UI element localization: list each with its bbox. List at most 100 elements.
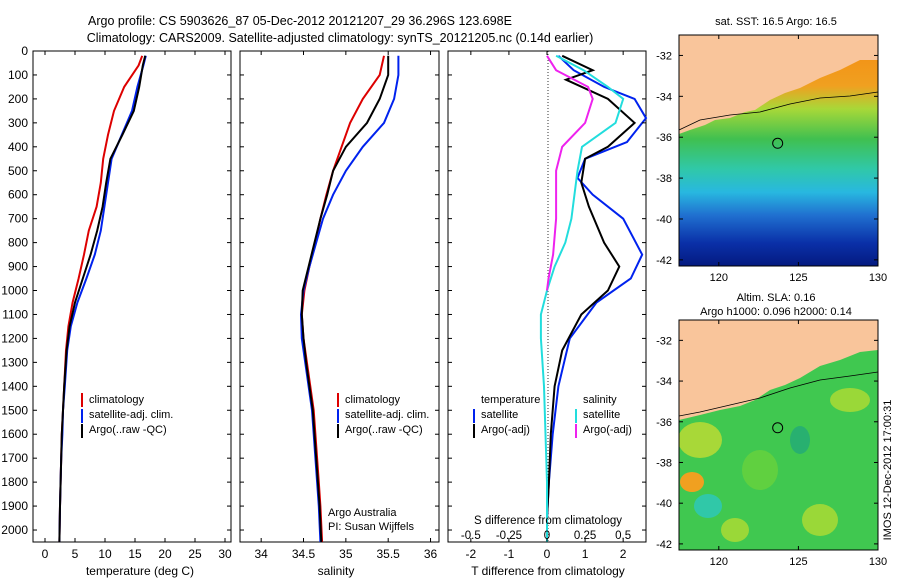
salinity-legend-argo: Argo(..raw -QC) bbox=[345, 424, 423, 436]
difference-series-3 bbox=[546, 55, 594, 291]
sla-ytick-label: -40 bbox=[656, 498, 672, 510]
sst-xtick-label: 120 bbox=[710, 272, 728, 284]
temperature-xtick-label: 5 bbox=[72, 547, 79, 561]
temperature-xtick-label: 20 bbox=[158, 547, 172, 561]
temperature-legend-satellite: satellite-adj. clim. bbox=[89, 409, 173, 421]
sst-xtick-label: 125 bbox=[789, 272, 807, 284]
sla-ytick-label: -42 bbox=[656, 539, 672, 551]
t-difference-xlabel: T difference from climatology bbox=[471, 564, 625, 578]
depth-tick-label: 200 bbox=[8, 92, 28, 106]
s-difference-label: S difference from climatology bbox=[474, 515, 622, 527]
imos-timestamp: IMOS 12-Dec-2012 17:00:31 bbox=[882, 400, 894, 541]
sla-ytick-label: -36 bbox=[656, 417, 672, 429]
temperature-legend-climatology: climatology bbox=[89, 394, 145, 406]
sst-ytick-label: -38 bbox=[656, 173, 672, 185]
difference-xtick-label: 0 bbox=[544, 547, 551, 561]
temperature-xtick-label: 0 bbox=[42, 547, 49, 561]
x2tick-label: -0.5 bbox=[461, 530, 481, 542]
depth-tick-label: 800 bbox=[8, 236, 28, 250]
sla-xtick-label: 125 bbox=[789, 556, 807, 568]
x2tick-label: 0.5 bbox=[615, 530, 631, 542]
salinity-xtick-label: 35.5 bbox=[377, 547, 401, 561]
salinity-panel: 34 34.5 35 35.5 36 salinity climatology sate… bbox=[239, 50, 440, 578]
x2tick-label: -0.25 bbox=[496, 530, 522, 542]
depth-tick-label: 1100 bbox=[2, 307, 28, 321]
difference-legend: temperature salinity satellite Argo(-adj… bbox=[473, 394, 632, 438]
sla-xtick-label: 120 bbox=[710, 556, 728, 568]
sla-map: Altim. SLA: 0.16 Argo h1000: 0.096 h2000… bbox=[656, 292, 887, 568]
sla-map-title-1: Altim. SLA: 0.16 bbox=[737, 292, 816, 304]
depth-tick-label: 700 bbox=[8, 212, 28, 226]
salinity-xtick-label: 34.5 bbox=[292, 547, 316, 561]
depth-tick-label: 600 bbox=[8, 188, 28, 202]
depth-tick-label: 1800 bbox=[1, 475, 28, 489]
difference-series-0 bbox=[546, 55, 648, 542]
difference-series-2 bbox=[539, 54, 625, 542]
sla-ytick-label: -32 bbox=[656, 335, 672, 347]
temperature-xtick-label: 25 bbox=[188, 547, 202, 561]
temperature-legend: climatology satellite-adj. clim. Argo(..… bbox=[81, 393, 173, 438]
legend-header-temperature: temperature bbox=[481, 394, 540, 406]
sst-float-position bbox=[772, 137, 784, 149]
difference-xtick-label: -2 bbox=[466, 547, 477, 561]
sla-isobath bbox=[679, 371, 878, 417]
difference-series-1 bbox=[546, 54, 637, 542]
sla-float-position bbox=[772, 422, 784, 434]
sst-ytick-label: -40 bbox=[656, 214, 672, 226]
sst-map-title: sat. SST: 16.5 Argo: 16.5 bbox=[715, 16, 837, 28]
sst-ytick-label: -32 bbox=[656, 50, 672, 62]
annotation-argo-australia: Argo Australia bbox=[328, 507, 397, 519]
depth-tick-label: 0 bbox=[21, 44, 28, 58]
depth-tick-label: 1600 bbox=[1, 427, 28, 441]
legend-salinity-argo: Argo(-adj) bbox=[583, 424, 632, 436]
depth-tick-label: 1500 bbox=[1, 403, 28, 417]
legend-temperature-argo: Argo(-adj) bbox=[481, 424, 530, 436]
temperature-panel: 0100200300400500600700800900100011001200… bbox=[1, 44, 232, 578]
temperature-xlabel: temperature (deg C) bbox=[86, 564, 194, 578]
sla-land bbox=[679, 320, 878, 420]
depth-tick-label: 1000 bbox=[1, 284, 28, 298]
salinity-legend: climatology satellite-adj. clim. Argo(..… bbox=[337, 393, 429, 438]
legend-header-salinity: salinity bbox=[583, 394, 617, 406]
difference-xtick-label: 2 bbox=[620, 547, 627, 561]
difference-panel: -2 -1 0 1 2 -0.5 -0.25 0 0.25 0.5 S difference f… bbox=[447, 50, 648, 578]
sst-map: sat. SST: 16.5 Argo: 16.5 -32 -34 -36 bbox=[656, 16, 887, 284]
temperature-legend-argo: Argo(..raw -QC) bbox=[89, 424, 167, 436]
difference-xtick-label: 1 bbox=[582, 547, 589, 561]
sst-ytick-label: -42 bbox=[656, 255, 672, 267]
salinity-xlabel: salinity bbox=[318, 564, 355, 578]
title-line-1: Argo profile: CS 5903626_87 05-Dec-2012 … bbox=[88, 14, 512, 28]
sla-ytick-label: -38 bbox=[656, 457, 672, 469]
temperature-series-2 bbox=[58, 55, 147, 543]
salinity-xtick-label: 35 bbox=[339, 547, 353, 561]
depth-tick-label: 1700 bbox=[1, 451, 28, 465]
depth-tick-label: 2000 bbox=[1, 523, 28, 537]
x2tick-label: 0.25 bbox=[574, 530, 596, 542]
salinity-legend-satellite: satellite-adj. clim. bbox=[345, 409, 429, 421]
legend-temperature-satellite: satellite bbox=[481, 409, 518, 421]
annotation-pi: PI: Susan Wijffels bbox=[328, 521, 414, 533]
title-line-2: Climatology: CARS2009. Satellite-adjuste… bbox=[87, 31, 594, 45]
depth-tick-label: 900 bbox=[8, 260, 28, 274]
salinity-xtick-label: 34 bbox=[254, 547, 268, 561]
sla-ytick-label: -34 bbox=[656, 376, 672, 388]
sst-isobath bbox=[679, 91, 878, 131]
sst-xtick-label: 130 bbox=[869, 272, 887, 284]
temperature-xtick-label: 10 bbox=[98, 547, 112, 561]
salinity-series-2 bbox=[300, 55, 390, 543]
salinity-xtick-label: 36 bbox=[424, 547, 438, 561]
depth-tick-label: 1900 bbox=[1, 499, 28, 513]
sla-map-title-2: Argo h1000: 0.096 h2000: 0.14 bbox=[700, 306, 852, 318]
depth-tick-label: 1400 bbox=[1, 379, 28, 393]
depth-tick-label: 1300 bbox=[1, 355, 28, 369]
x2tick-label: 0 bbox=[544, 530, 550, 542]
temperature-xtick-label: 30 bbox=[218, 547, 232, 561]
sst-ytick-label: -34 bbox=[656, 91, 672, 103]
depth-tick-label: 100 bbox=[8, 68, 28, 82]
sst-ytick-label: -36 bbox=[656, 132, 672, 144]
depth-tick-label: 500 bbox=[8, 164, 28, 178]
legend-salinity-satellite: satellite bbox=[583, 409, 620, 421]
difference-xtick-label: -1 bbox=[504, 547, 515, 561]
depth-tick-label: 400 bbox=[8, 140, 28, 154]
